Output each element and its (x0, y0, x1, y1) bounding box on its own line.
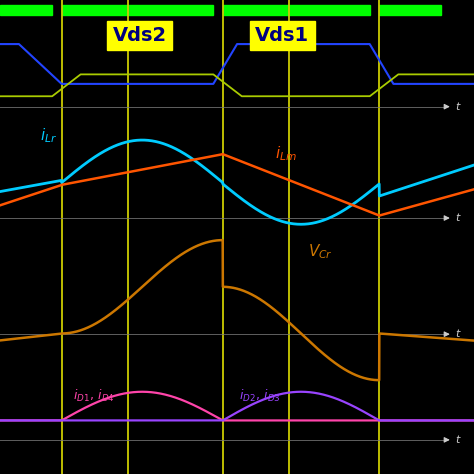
Bar (223, 5, 370, 15)
Bar (379, 5, 441, 15)
Text: $i_{Lr}$: $i_{Lr}$ (40, 126, 57, 145)
Text: $i_{Lm}$: $i_{Lm}$ (275, 145, 297, 164)
Text: $i_{D2},\,i_{D3}$: $i_{D2},\,i_{D3}$ (239, 388, 281, 404)
Text: $V_{Cr}$: $V_{Cr}$ (308, 242, 333, 261)
Text: t: t (455, 213, 459, 223)
Text: t: t (455, 101, 459, 112)
Bar (0, 5, 52, 15)
Bar (62, 5, 213, 15)
Text: t: t (455, 329, 459, 339)
Text: Vds2: Vds2 (113, 26, 167, 45)
Text: t: t (455, 435, 459, 445)
Text: $i_{D1},\,i_{D4}$: $i_{D1},\,i_{D4}$ (73, 388, 115, 404)
Text: Vds1: Vds1 (255, 26, 309, 45)
